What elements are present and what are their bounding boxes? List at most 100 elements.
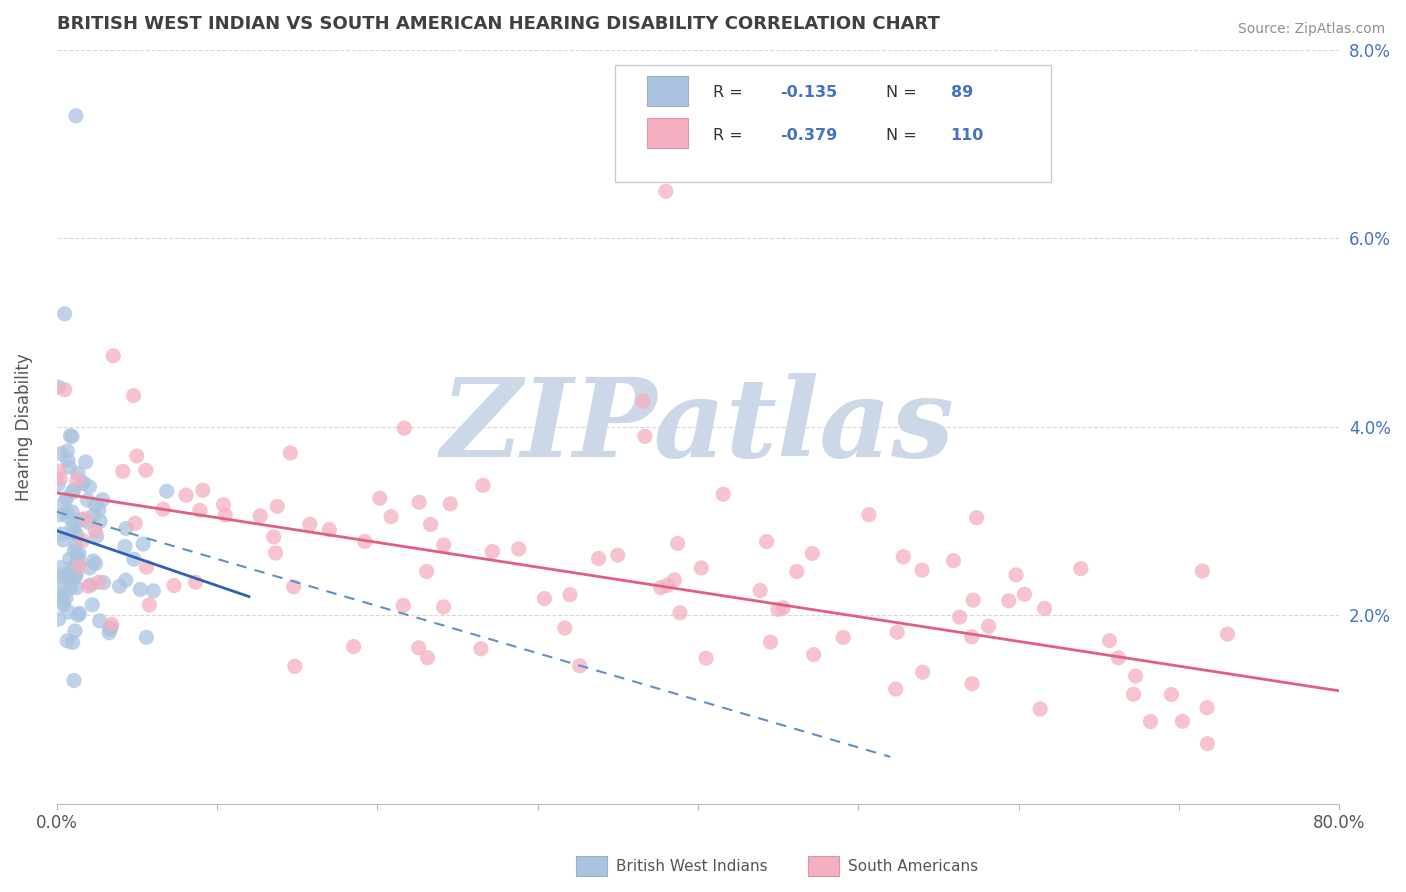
Point <box>280 446 302 460</box>
Point <box>55 591 77 606</box>
Point <box>63 624 86 638</box>
Point <box>59 551 82 566</box>
Point <box>56 633 79 648</box>
Text: N =: N = <box>887 128 922 143</box>
Point <box>66 608 89 623</box>
Point <box>60 521 83 535</box>
Point <box>1014 587 1036 601</box>
Point <box>49 570 72 584</box>
Point <box>886 625 908 640</box>
Point <box>749 583 772 598</box>
Point <box>481 544 503 558</box>
Point <box>84 524 107 538</box>
Point <box>56 504 79 518</box>
Point <box>533 591 555 606</box>
Point <box>49 447 72 461</box>
Point <box>711 487 734 501</box>
Point <box>100 620 122 634</box>
Point <box>416 650 439 665</box>
Point <box>606 548 628 562</box>
Point <box>46 571 69 585</box>
Point <box>392 599 415 613</box>
Point <box>759 635 782 649</box>
Point <box>79 561 101 575</box>
Point <box>63 543 86 558</box>
Point <box>664 573 686 587</box>
Point <box>67 550 90 565</box>
Point <box>942 554 965 568</box>
Point <box>103 349 125 363</box>
Point <box>471 478 494 492</box>
Point <box>89 614 111 628</box>
Point <box>135 560 157 574</box>
Point <box>63 525 86 540</box>
Point <box>59 581 82 595</box>
Point <box>1216 627 1239 641</box>
Point <box>58 605 80 619</box>
Point <box>695 651 717 665</box>
Point <box>1191 564 1213 578</box>
Point <box>84 498 107 512</box>
Point <box>48 508 70 522</box>
Point <box>69 559 91 574</box>
Point <box>949 610 972 624</box>
Point <box>408 495 430 509</box>
Point <box>55 491 77 505</box>
Point <box>439 497 461 511</box>
Point <box>124 516 146 531</box>
Text: 89: 89 <box>950 86 973 100</box>
Point <box>82 598 104 612</box>
Point <box>49 471 72 485</box>
Point <box>690 561 713 575</box>
Point <box>1160 688 1182 702</box>
Point <box>101 617 124 632</box>
Point <box>80 578 103 592</box>
Point <box>65 109 87 123</box>
Point <box>342 640 364 654</box>
Point <box>55 566 77 581</box>
Point <box>70 513 93 527</box>
Point <box>114 573 136 587</box>
Point <box>89 514 111 528</box>
Point <box>470 641 492 656</box>
Point <box>650 581 672 595</box>
FancyBboxPatch shape <box>614 65 1050 182</box>
Point <box>174 488 197 502</box>
Point <box>66 552 89 566</box>
Point <box>63 570 86 584</box>
Point <box>63 559 86 574</box>
Point <box>46 380 69 394</box>
Point <box>77 579 100 593</box>
Point <box>125 449 148 463</box>
Point <box>48 587 70 601</box>
Point <box>56 509 79 524</box>
Point <box>59 428 82 442</box>
Point <box>52 598 75 612</box>
Point <box>283 580 305 594</box>
FancyBboxPatch shape <box>647 118 688 148</box>
Point <box>152 502 174 516</box>
Point <box>558 588 581 602</box>
Point <box>53 584 76 599</box>
Point <box>53 307 76 321</box>
Point <box>1029 702 1052 716</box>
Point <box>508 541 530 556</box>
Point <box>111 464 134 478</box>
Point <box>52 533 75 547</box>
Point <box>960 630 983 644</box>
Point <box>56 444 79 458</box>
Point <box>72 533 94 548</box>
Point <box>962 593 984 607</box>
Point <box>135 463 157 477</box>
Point <box>960 676 983 690</box>
Text: R =: R = <box>713 86 748 100</box>
Point <box>188 503 211 517</box>
Point <box>284 659 307 673</box>
Point <box>49 560 72 574</box>
Point <box>59 572 82 586</box>
Point <box>1197 737 1219 751</box>
Point <box>568 658 591 673</box>
Point <box>83 508 105 523</box>
Text: ZIPatlas: ZIPatlas <box>441 373 955 481</box>
Point <box>408 640 430 655</box>
